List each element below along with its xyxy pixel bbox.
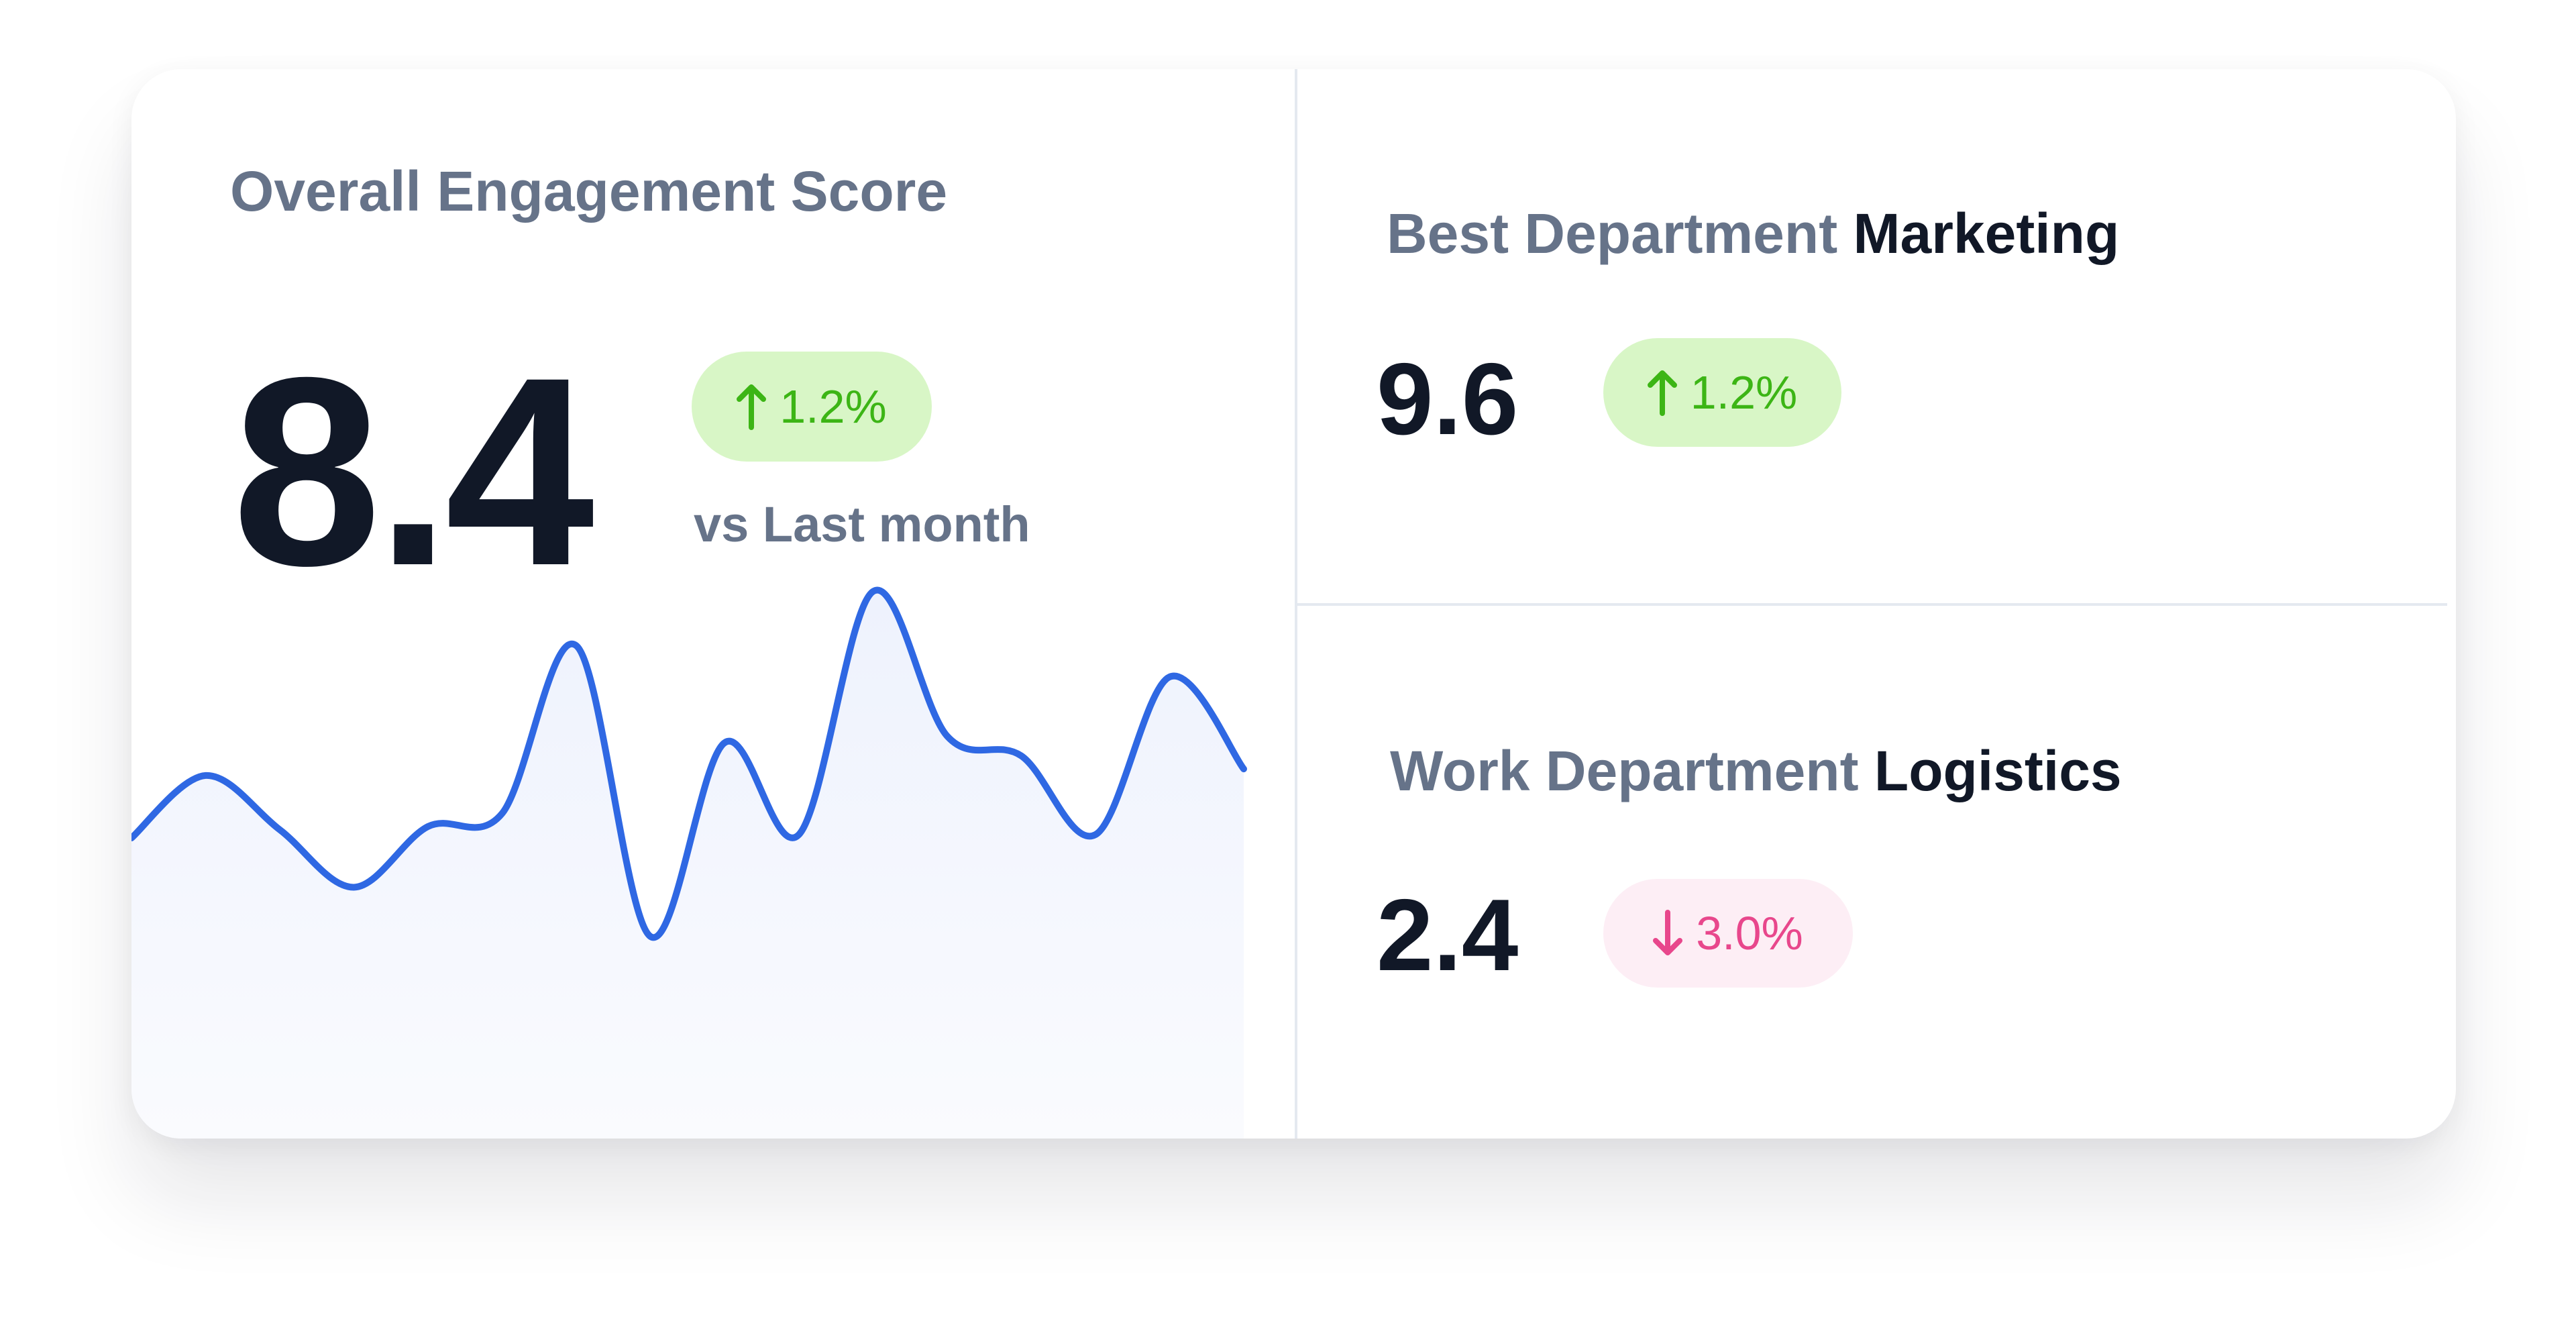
work-department: Logistics bbox=[1874, 739, 2122, 802]
best-label: Best Department Marketing bbox=[1387, 201, 2119, 266]
arrow-down-icon bbox=[1653, 910, 1683, 955]
best-label-text: Best Department bbox=[1387, 202, 1838, 265]
overall-change-badge: 1.2% bbox=[692, 352, 932, 462]
best-department: Marketing bbox=[1853, 202, 2120, 265]
work-score: 2.4 bbox=[1377, 878, 1519, 992]
arrow-up-icon bbox=[1647, 370, 1677, 416]
work-change-badge: 3.0% bbox=[1603, 879, 1853, 988]
sparkline-chart bbox=[131, 586, 1247, 1139]
overall-score: 8.4 bbox=[232, 321, 594, 621]
sparkline-line bbox=[131, 586, 1247, 941]
best-change: 1.2% bbox=[1690, 366, 1798, 419]
work-label-text: Work Department bbox=[1390, 739, 1859, 802]
engagement-card: Overall Engagement Score 8.4 1.2% vs Las… bbox=[131, 69, 2456, 1139]
best-change-badge: 1.2% bbox=[1603, 338, 1841, 447]
work-change: 3.0% bbox=[1696, 907, 1803, 959]
overall-title: Overall Engagement Score bbox=[230, 160, 948, 223]
best-score: 9.6 bbox=[1377, 342, 1519, 456]
overall-change: 1.2% bbox=[780, 380, 887, 433]
arrow-up-icon bbox=[737, 384, 767, 430]
work-label: Work Department Logistics bbox=[1390, 739, 2122, 804]
comparison-text: vs Last month bbox=[694, 496, 1030, 552]
divider bbox=[1295, 603, 2447, 606]
